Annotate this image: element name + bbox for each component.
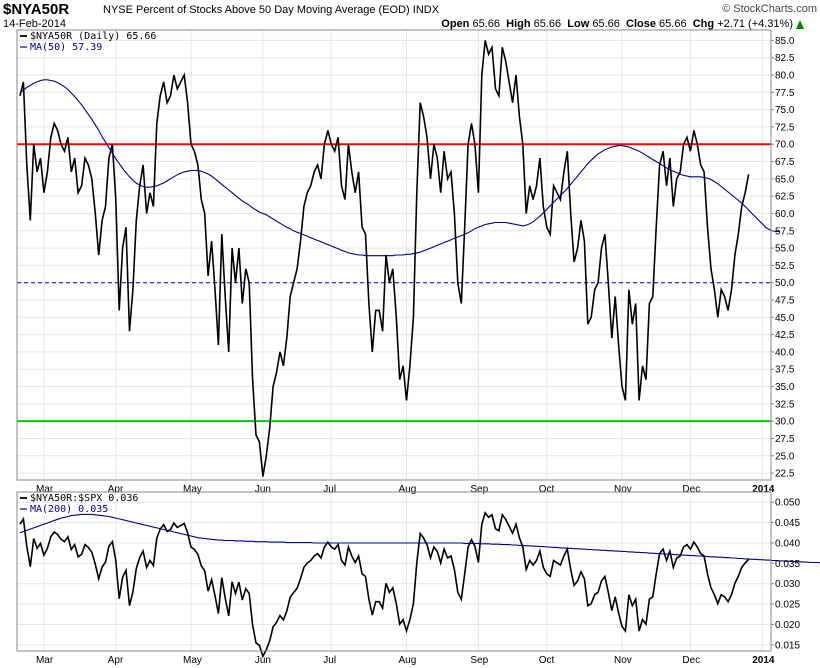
x-tick-label: Nov	[614, 484, 632, 495]
x-tick-label: Jul	[323, 655, 336, 666]
ohlc-readout: Open 65.66 High 65.66 Low 65.66 Close 65…	[441, 18, 793, 30]
y-tick-label: 57.5	[775, 226, 795, 237]
y-tick-label: 77.5	[775, 88, 795, 99]
x-tick-label: Mar	[36, 655, 54, 666]
y-tick-label: 30.0	[775, 417, 795, 428]
y-tick-label: 0.015	[775, 640, 800, 651]
y-tick-label: 22.5	[775, 469, 795, 480]
y-tick-label: 40.0	[775, 347, 795, 358]
x-tick-label: May	[183, 655, 202, 666]
x-tick-label: Aug	[399, 655, 417, 666]
x-tick-label: Jul	[323, 484, 336, 495]
x-tick-label: 2014	[752, 655, 775, 666]
legend-entry: MA(50) 57.39	[30, 42, 102, 53]
plot-frame	[16, 491, 772, 652]
y-tick-label: 65.0	[775, 174, 795, 185]
x-tick-label: Dec	[682, 655, 700, 666]
y-tick-label: 70.0	[775, 140, 795, 151]
series-line-ma	[19, 513, 820, 564]
x-tick-label: Sep	[470, 484, 488, 495]
symbol-title: $NYA50R	[3, 1, 70, 18]
y-tick-label: 0.045	[775, 518, 800, 529]
y-tick-label: 82.5	[775, 53, 795, 64]
x-tick-label: Mar	[36, 484, 54, 495]
legend-entry: MA(200) 0.035	[30, 504, 108, 515]
y-tick-label: 62.5	[775, 192, 795, 203]
y-tick-label: 0.030	[775, 579, 800, 590]
y-tick-label: 42.5	[775, 330, 795, 341]
y-tick-label: 72.5	[775, 122, 795, 133]
series-line-ma	[19, 79, 780, 257]
x-tick-label: May	[183, 484, 202, 495]
y-tick-label: 0.020	[775, 620, 800, 631]
y-tick-label: 35.0	[775, 382, 795, 393]
x-tick-label: Oct	[539, 655, 555, 666]
chart-title-text: NYSE Percent of Stocks Above 50 Day Movi…	[103, 4, 410, 16]
y-tick-label: 50.0	[775, 278, 795, 289]
y-tick-label: 47.5	[775, 296, 795, 307]
x-tick-label: Dec	[682, 484, 700, 495]
x-tick-label: Jun	[255, 484, 271, 495]
y-tick-label: 37.5	[775, 365, 795, 376]
chg-value: +2.71 (+4.31%)	[717, 18, 793, 30]
y-tick-label: 80.0	[775, 71, 795, 82]
date-label: 14-Feb-2014	[3, 18, 66, 30]
legend-entry: $NYA50R (Daily) 65.66	[30, 31, 156, 42]
y-tick-label: 85.0	[775, 36, 795, 47]
y-tick-label: 27.5	[775, 434, 795, 445]
y-tick-label: 75.0	[775, 105, 795, 116]
open-label: Open	[441, 18, 470, 30]
y-tick-label: 67.5	[775, 157, 795, 168]
chg-label: Chg	[692, 18, 715, 30]
x-tick-label: Sep	[470, 655, 488, 666]
stockcharts-logo: © StockCharts.com	[722, 3, 817, 15]
low-label: Low	[567, 18, 590, 30]
x-tick-label: Apr	[108, 484, 124, 495]
close-value: 65.66	[659, 18, 687, 30]
y-tick-label: 0.025	[775, 600, 800, 611]
y-tick-label: 52.5	[775, 261, 795, 272]
series-line-price	[19, 40, 750, 477]
x-tick-label: Aug	[399, 484, 417, 495]
open-value: 65.66	[472, 18, 500, 30]
legend-entry: $NYA50R:$SPX 0.036	[30, 493, 138, 504]
plot-frame	[16, 29, 772, 481]
high-label: High	[506, 18, 531, 30]
low-value: 65.66	[592, 18, 620, 30]
chart-title: NYSE Percent of Stocks Above 50 Day Movi…	[103, 4, 439, 16]
x-tick-label: Jun	[255, 655, 271, 666]
y-tick-label: 0.035	[775, 559, 800, 570]
high-value: 65.66	[533, 18, 562, 30]
x-tick-label: Apr	[108, 655, 124, 666]
y-tick-label: 32.5	[775, 399, 795, 410]
close-label: Close	[626, 18, 656, 30]
y-tick-label: 45.0	[775, 313, 795, 324]
x-tick-label: 2014	[752, 484, 775, 495]
series-line-price	[19, 511, 750, 659]
x-tick-label: Nov	[614, 655, 632, 666]
y-tick-label: 0.040	[775, 538, 800, 549]
x-tick-label: Oct	[539, 484, 555, 495]
exchange-label: INDX	[412, 4, 440, 16]
y-tick-label: 25.0	[775, 451, 795, 462]
y-tick-label: 60.0	[775, 209, 795, 220]
y-tick-label: 0.050	[775, 498, 800, 509]
y-tick-label: 55.0	[775, 244, 795, 255]
